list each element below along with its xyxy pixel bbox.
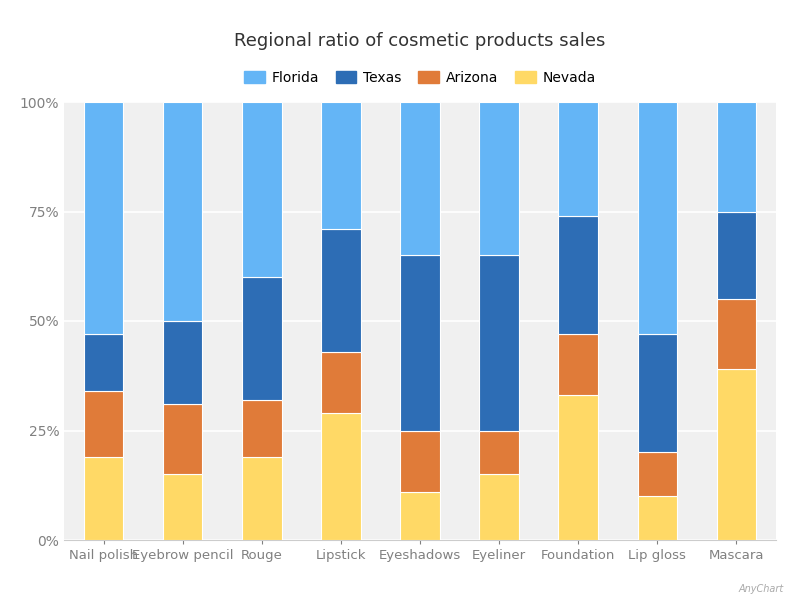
Bar xyxy=(479,474,519,540)
Bar xyxy=(479,102,519,256)
Bar xyxy=(163,102,202,321)
Bar xyxy=(717,102,756,211)
Title: Regional ratio of cosmetic products sales: Regional ratio of cosmetic products sale… xyxy=(234,32,606,50)
Bar xyxy=(84,102,123,334)
Bar xyxy=(163,474,202,540)
Bar xyxy=(558,102,598,216)
Bar xyxy=(84,391,123,457)
Bar xyxy=(400,431,440,492)
Bar xyxy=(638,102,677,334)
Bar xyxy=(321,229,361,352)
Bar xyxy=(638,452,677,496)
Bar xyxy=(163,404,202,474)
Bar xyxy=(717,211,756,299)
Bar xyxy=(558,395,598,540)
Bar xyxy=(638,496,677,540)
Legend: Florida, Texas, Arizona, Nevada: Florida, Texas, Arizona, Nevada xyxy=(238,65,602,90)
Bar xyxy=(242,102,282,277)
Bar xyxy=(163,321,202,404)
Bar xyxy=(84,334,123,391)
Bar xyxy=(321,413,361,540)
Bar xyxy=(717,369,756,540)
Bar xyxy=(242,277,282,400)
Bar xyxy=(321,352,361,413)
Bar xyxy=(321,102,361,229)
Bar xyxy=(479,256,519,431)
Bar xyxy=(638,334,677,452)
Bar xyxy=(558,216,598,334)
Bar xyxy=(717,299,756,369)
Bar xyxy=(84,457,123,540)
Text: AnyChart: AnyChart xyxy=(738,584,784,594)
Bar xyxy=(558,334,598,395)
Bar xyxy=(400,102,440,256)
Bar xyxy=(400,492,440,540)
Bar xyxy=(400,256,440,431)
Bar xyxy=(242,400,282,457)
Bar xyxy=(242,457,282,540)
Bar xyxy=(479,431,519,474)
